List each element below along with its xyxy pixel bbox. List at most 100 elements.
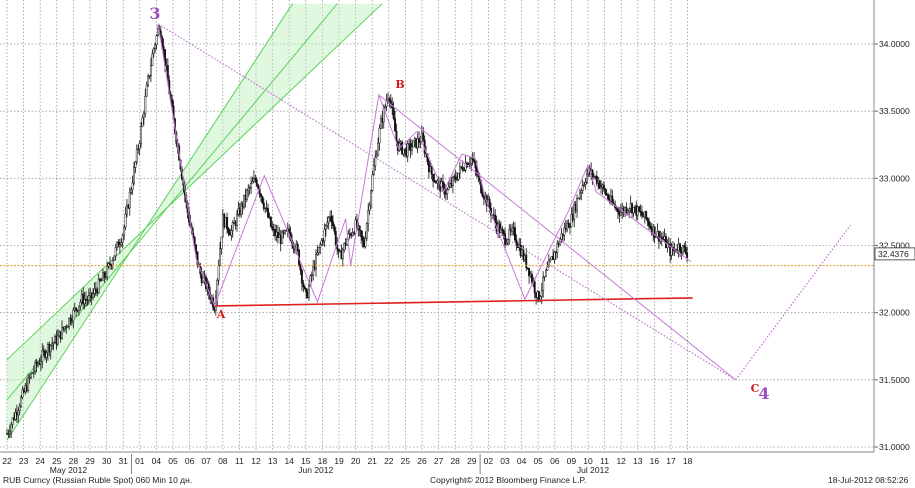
candle-body [645,211,648,219]
candle-body [418,138,420,143]
candle-body [374,156,377,167]
candle-body [581,185,584,191]
candle-body [563,227,566,236]
candle-body [121,234,124,243]
x-tick-label: 30 [102,456,112,466]
candle-body [216,279,219,299]
candle-body [78,305,80,312]
candle-body [533,281,536,293]
candle-body [334,230,337,245]
candle-body [556,243,559,253]
candle-body [370,190,372,206]
y-tick-label: 33.5000 [879,106,910,116]
candle-body [684,246,687,254]
copyright-label: Copyright© 2012 Bloomberg Finance L.P. [430,475,587,485]
candle-body [32,370,35,374]
candle-body [379,118,382,129]
candle-body [341,249,344,260]
x-tick-label: 22 [2,456,12,466]
candle-body [358,225,361,231]
candle-body [28,377,31,379]
candle-body [21,389,24,398]
candle-body [473,159,475,162]
candle-body [92,293,95,298]
candle-body [430,166,433,175]
x-tick-label: 05 [533,456,543,466]
candle-body [120,242,123,245]
x-tick-label: 06 [185,456,195,466]
instrument-label: RUB Curncy (Russian Ruble Spot) 060 Min … [3,475,193,485]
candle-body [577,197,580,200]
candle-body [195,244,198,252]
candle-body [63,326,66,330]
candle-body [458,166,461,174]
x-tick-label: 01 [135,456,145,466]
candle-body [123,226,126,236]
x-tick-label: 18 [318,456,328,466]
x-tick-label: 04 [517,456,527,466]
candle-body [219,248,222,266]
x-tick-label: 11 [235,456,244,466]
candle-body [446,189,449,195]
x-tick-label: 03 [500,456,510,466]
candle-body [547,260,550,268]
last-price-tag [874,247,915,261]
candle-body [137,148,140,151]
candle-body [343,242,346,251]
candle-body [679,243,681,251]
channel-lower-edge [6,3,293,441]
candle-body [646,218,649,222]
candle-body [388,98,391,101]
candle-body [118,244,121,248]
x-tick-label: 28 [69,456,79,466]
candle-body [583,184,586,186]
candle-body [447,186,450,190]
candle-body [619,211,622,216]
candle-body [602,184,605,190]
candle-body [351,232,354,236]
candle-body [474,161,477,169]
candle-body [330,216,333,222]
candle-body [505,242,508,245]
wave-labels: 3 A B C 4 [149,4,769,403]
candle-body [312,265,315,276]
candle-body [45,352,48,358]
candle-body [514,227,516,241]
candle-body [315,254,317,270]
candle-body [542,276,545,291]
candle-body [254,177,257,181]
x-tick-label: 10 [583,456,593,466]
x-tick-label: 17 [666,456,676,466]
wave-label: B [395,78,404,91]
x-tick-label: 15 [301,456,311,466]
candle-body [604,188,607,195]
candle-body [511,227,514,232]
x-tick-label: 13 [268,456,278,466]
candle-body [681,245,684,254]
candle-body [454,176,457,180]
candle-body [660,236,663,239]
candle-body [432,174,435,182]
wave-label: 4 [758,384,769,403]
candle-body [70,320,73,323]
candle-body [10,424,13,433]
candle-body [549,259,552,262]
candle-body [151,53,154,66]
candle-body [17,410,20,416]
candle-body [255,179,258,186]
candle-body [508,229,511,241]
candle-body [525,254,528,268]
y-tick-label: 34.0000 [879,39,910,49]
candle-body [504,233,507,245]
x-tick-label: 08 [218,456,228,466]
candle-body [157,28,159,37]
candle-body [147,75,150,86]
candle-body [72,309,75,322]
candle-body [8,431,11,434]
candle-body [327,217,330,224]
candle-body [303,286,306,289]
candle-body [591,170,594,178]
candle-body [580,190,583,194]
candle-body [540,290,543,297]
